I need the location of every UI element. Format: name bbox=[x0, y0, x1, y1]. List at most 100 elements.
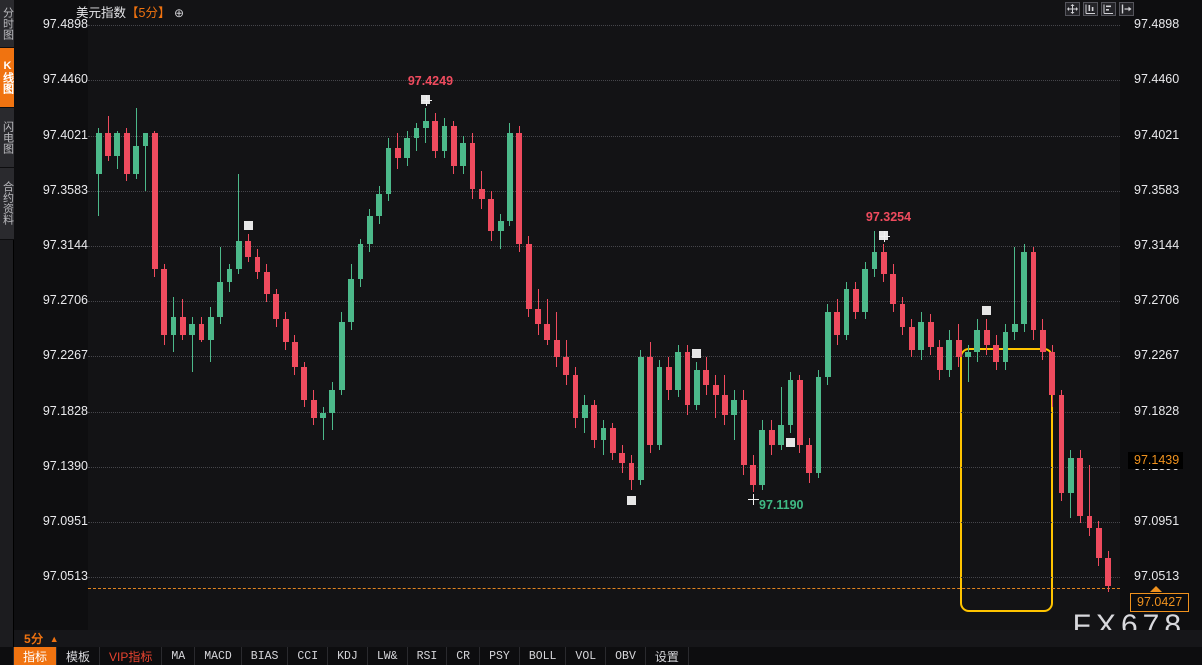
candle-body bbox=[993, 344, 999, 363]
candle-body bbox=[759, 430, 766, 486]
candle-body bbox=[909, 327, 915, 350]
timeframe-caret-icon[interactable]: ▲ bbox=[49, 633, 59, 644]
candle-body bbox=[366, 216, 373, 244]
candle-wick bbox=[967, 344, 969, 383]
candle-body bbox=[133, 145, 139, 174]
indicator-item-[interactable]: 模板 bbox=[57, 647, 101, 665]
rail-tab-lightning[interactable]: 闪电图 bbox=[0, 108, 14, 168]
candle-body bbox=[488, 198, 495, 232]
rail-tab-timeshare[interactable]: 分时图 bbox=[0, 0, 14, 48]
price-tick-left: 97.0513 bbox=[42, 568, 88, 583]
candle-body bbox=[890, 274, 897, 305]
fractal-marker bbox=[627, 495, 636, 505]
gridline bbox=[88, 356, 1120, 358]
candle-body bbox=[553, 339, 560, 358]
candle-wick bbox=[191, 316, 193, 373]
candlestick-plot[interactable]: 97.4249 97.3254 97.1190 bbox=[88, 0, 1120, 632]
price-tick-right: 97.1828 bbox=[1134, 403, 1180, 418]
candle-body bbox=[217, 281, 224, 317]
highlight-region-box bbox=[959, 348, 1054, 612]
indicator-bar-spacer bbox=[0, 647, 14, 665]
candle-body bbox=[105, 133, 111, 156]
gridline bbox=[88, 135, 1120, 137]
candle-body bbox=[918, 321, 925, 350]
candle-body bbox=[544, 324, 551, 340]
indicator-item-rsi[interactable]: RSI bbox=[408, 647, 448, 665]
gridline bbox=[88, 301, 1120, 303]
candle-body bbox=[142, 133, 149, 146]
candle-wick bbox=[238, 173, 240, 275]
candle-body bbox=[637, 357, 644, 481]
candle-body bbox=[254, 256, 261, 272]
candle-body bbox=[1077, 457, 1084, 516]
expand-right-tool-icon[interactable] bbox=[1119, 2, 1134, 16]
price-tick-left: 97.3144 bbox=[42, 238, 88, 252]
price-axis-right: 97.4898 97.4460 97.4021 97.3583 97.3144 97.27… bbox=[1120, 0, 1202, 632]
candle-body bbox=[694, 369, 700, 405]
candle-body bbox=[880, 251, 887, 275]
indicator-item-cci[interactable]: CCI bbox=[288, 647, 329, 665]
candle-body bbox=[1049, 352, 1056, 395]
timeframe-bar: 5分 ▲ bbox=[14, 630, 1202, 647]
rail-tab-contract-info[interactable]: 合约资料 bbox=[0, 168, 14, 240]
gridline bbox=[88, 25, 1120, 27]
candle-body bbox=[787, 379, 794, 426]
candle-body bbox=[1002, 332, 1009, 363]
indicator-item-obv[interactable]: OBV bbox=[606, 647, 646, 665]
horizontal-measure-tool-icon[interactable] bbox=[1101, 2, 1116, 16]
crosshair-target-icon[interactable]: ⊕ bbox=[173, 6, 185, 20]
price-axis-left: 97.4898 97.4460 97.4021 97.3583 97.3144 97.27… bbox=[14, 0, 96, 632]
indicator-item-[interactable]: 指标 bbox=[14, 647, 58, 665]
fractal-marker bbox=[785, 437, 795, 447]
candle-body bbox=[226, 269, 233, 282]
indicator-item-[interactable]: 设置 bbox=[646, 647, 689, 665]
candle-body bbox=[768, 430, 775, 446]
indicator-item-kdj[interactable]: KDJ bbox=[328, 647, 368, 665]
crosshair-tool-icon[interactable] bbox=[1065, 2, 1080, 16]
price-tick-right: 97.3583 bbox=[1134, 182, 1180, 197]
candle-body bbox=[815, 377, 822, 473]
candle-body bbox=[965, 352, 971, 358]
candle-body bbox=[974, 329, 981, 353]
vertical-measure-tool-icon[interactable] bbox=[1083, 2, 1098, 16]
chart-symbol: 美元指数 bbox=[76, 6, 127, 20]
candle-body bbox=[581, 404, 588, 418]
indicator-item-lw[interactable]: LW& bbox=[368, 647, 408, 665]
timeframe-label[interactable]: 5分 bbox=[24, 632, 44, 646]
indicator-item-ma[interactable]: MA bbox=[162, 647, 196, 665]
price-tick-left: 97.2267 bbox=[42, 348, 88, 363]
candle-wick bbox=[322, 407, 324, 441]
candle-body bbox=[740, 399, 747, 466]
indicator-item-vip[interactable]: VIP指标 bbox=[100, 647, 163, 665]
candle-body bbox=[460, 143, 467, 166]
candle-body bbox=[450, 125, 457, 166]
candle-body bbox=[432, 120, 439, 151]
indicator-item-cr[interactable]: CR bbox=[447, 647, 481, 665]
rail-tab-kline[interactable]: K线图 bbox=[0, 48, 14, 108]
indicator-item-boll[interactable]: BOLL bbox=[520, 647, 567, 665]
extreme-cross-marker bbox=[420, 95, 432, 107]
crosshair-glyph bbox=[1067, 4, 1078, 14]
candle-body bbox=[469, 143, 476, 189]
indicator-item-psy[interactable]: PSY bbox=[480, 647, 520, 665]
indicator-item-bias[interactable]: BIAS bbox=[242, 647, 289, 665]
candle-body bbox=[507, 133, 513, 222]
indicator-item-macd[interactable]: MACD bbox=[195, 647, 242, 665]
candle-body bbox=[600, 427, 607, 441]
candle-wick bbox=[1014, 246, 1016, 340]
candle-body bbox=[750, 465, 756, 486]
candle-body bbox=[1058, 394, 1065, 493]
price-tick-left: 97.4021 bbox=[42, 127, 88, 142]
candle-body bbox=[955, 339, 962, 358]
price-tick-right: 97.4460 bbox=[1134, 72, 1180, 87]
candle-body bbox=[806, 445, 812, 473]
indicator-item-vol[interactable]: VOL bbox=[566, 647, 607, 665]
candle-body bbox=[591, 404, 597, 441]
candle-body bbox=[95, 133, 102, 174]
gridline bbox=[88, 80, 1120, 82]
candle-wick bbox=[780, 387, 782, 451]
candle-body bbox=[479, 188, 485, 199]
candle-body bbox=[563, 357, 569, 375]
chart-title: 美元指数【5分】 ⊕ bbox=[76, 2, 184, 21]
chart-toolbar bbox=[1065, 2, 1134, 16]
